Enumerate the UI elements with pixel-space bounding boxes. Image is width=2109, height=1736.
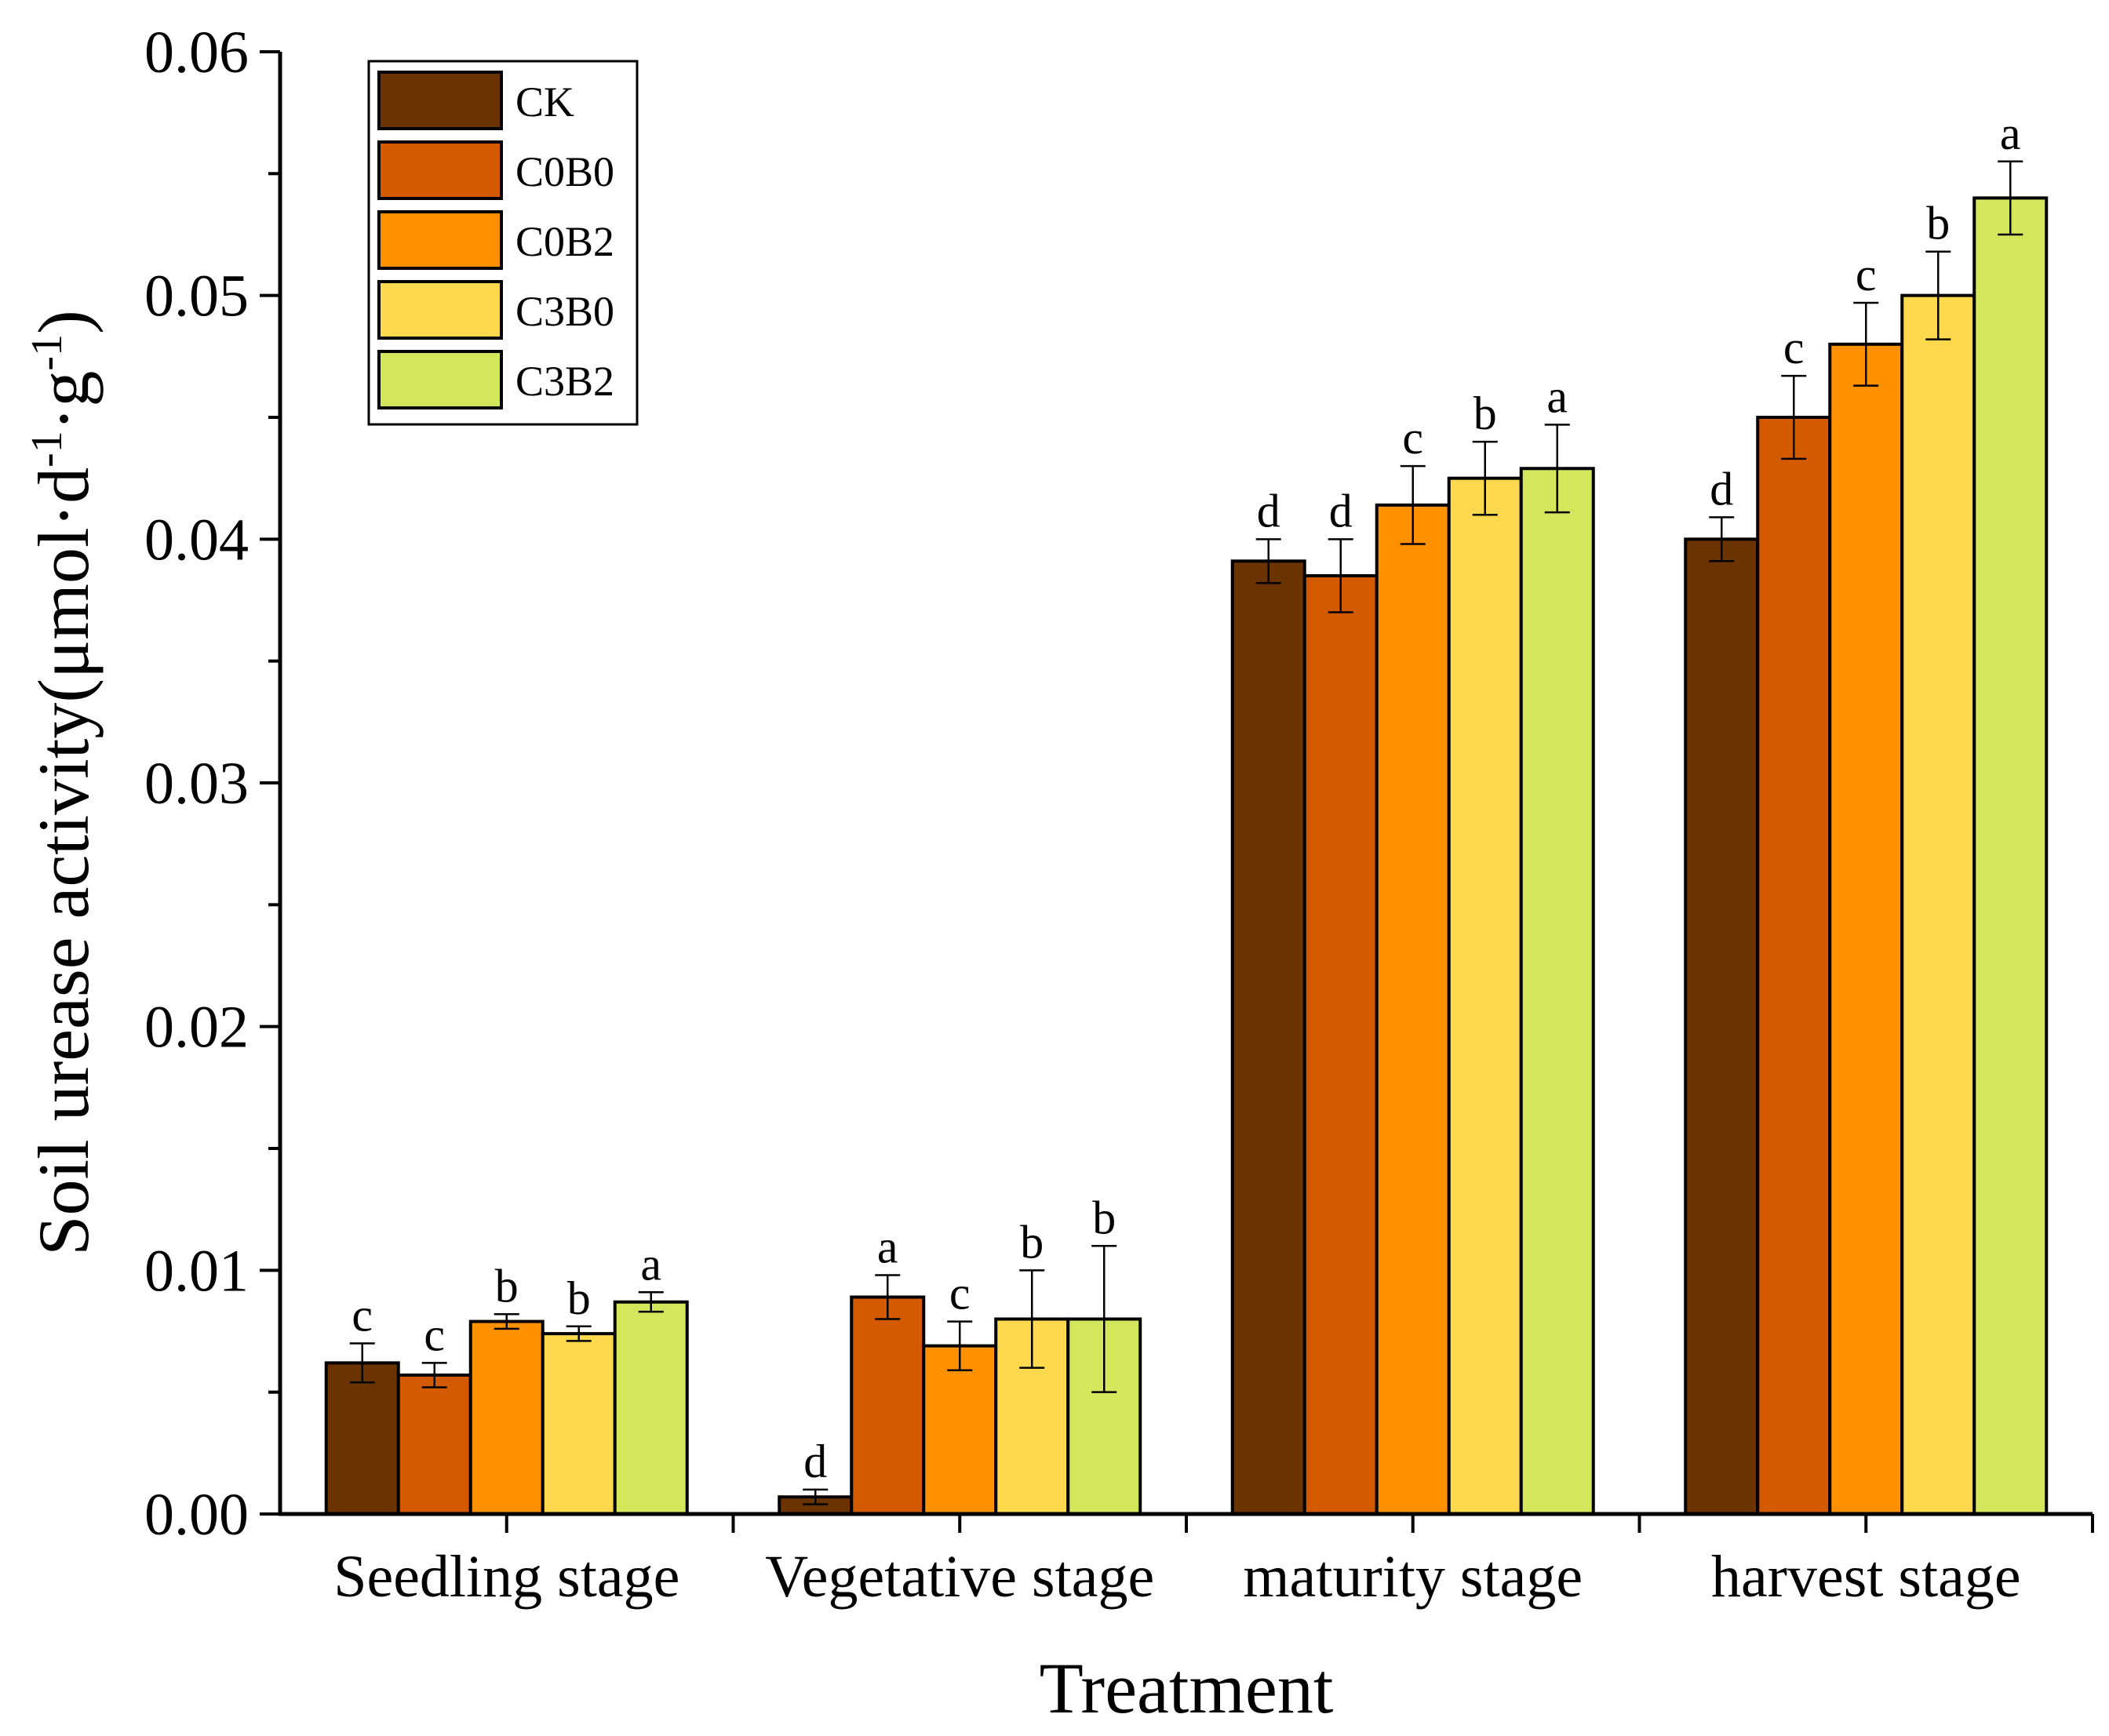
significance-label: b (1473, 388, 1497, 439)
legend-swatch (377, 210, 503, 270)
legend-swatch (377, 280, 503, 340)
legend: CK C0B0 C0B2 C3B0 C3B2 (367, 60, 639, 426)
bar (541, 1332, 617, 1516)
x-category-label: maturity stage (1243, 1544, 1583, 1610)
x-ticks-layer: Seedling stage Vegetative stage maturity s… (333, 1514, 2094, 1610)
y-tick-label: 0.04 (144, 507, 249, 573)
bar (1828, 342, 1904, 1516)
legend-swatch (377, 140, 503, 200)
significance-label: a (1546, 370, 1568, 422)
significance-label: b (567, 1272, 591, 1324)
legend-label: C0B0 (515, 148, 614, 195)
y-axis-title-sup-2: -1 (23, 334, 71, 371)
bar (1447, 476, 1523, 1516)
y-tick-label: 0.00 (144, 1482, 249, 1548)
x-axis-title: Treatment (1040, 1648, 1334, 1728)
bar (1756, 416, 1832, 1516)
y-axis-title-close: ) (24, 310, 104, 334)
legend-label: C3B2 (515, 358, 614, 405)
y-tick-label: 0.01 (144, 1238, 249, 1304)
bar (1519, 467, 1595, 1516)
y-tick-label: 0.02 (144, 995, 249, 1061)
significance-label: c (949, 1268, 971, 1319)
y-ticks-layer: 0.00 0.01 0.02 0.03 0.04 0.05 0.06 (144, 20, 280, 1548)
significance-label: d (803, 1436, 827, 1487)
significance-label: c (1856, 249, 1877, 300)
significance-label: b (1020, 1216, 1044, 1268)
significance-label: b (1092, 1192, 1116, 1243)
bar (1900, 293, 1976, 1516)
bar (850, 1295, 926, 1516)
error-bars-layer (349, 160, 2023, 1505)
significance-label: c (424, 1308, 445, 1360)
y-tick-label: 0.05 (144, 264, 249, 329)
significance-label: a (640, 1238, 661, 1290)
significance-label: d (1257, 485, 1280, 537)
y-axis-title: Soil urease activity(μmol·d-1·g-1) (23, 310, 104, 1255)
bar (396, 1373, 472, 1516)
x-category-label: Vegetative stage (765, 1544, 1154, 1610)
significance-label: d (1329, 485, 1353, 537)
y-axis-title-mid: ·g (24, 371, 104, 431)
y-tick-label: 0.03 (144, 751, 249, 817)
significance-label: c (352, 1290, 373, 1341)
y-axis-title-sup-1: -1 (23, 431, 71, 468)
bar (468, 1319, 545, 1516)
legend-label: C0B2 (515, 218, 614, 265)
x-category-label: Seedling stage (333, 1544, 679, 1610)
bar (324, 1361, 400, 1516)
y-axis-title-main: Soil urease activity(μmol·d (24, 468, 104, 1256)
bar (1375, 503, 1451, 1516)
significance-label: a (2000, 107, 2021, 159)
bar (1230, 559, 1306, 1516)
bar (1972, 196, 2049, 1516)
legend-label: CK (515, 78, 574, 126)
legend-swatch (377, 350, 503, 409)
x-category-label: harvest stage (1711, 1544, 2021, 1610)
significance-label: a (877, 1221, 898, 1273)
legend-swatch (377, 71, 503, 130)
legend-label: C3B0 (515, 288, 614, 335)
y-tick-label: 0.06 (144, 20, 249, 86)
significance-label: c (1783, 322, 1805, 373)
bar (1684, 537, 1760, 1516)
bar (613, 1300, 689, 1516)
significance-label: b (495, 1260, 519, 1312)
significance-label: b (1926, 198, 1950, 249)
significance-label: d (1710, 463, 1733, 515)
bar (1302, 573, 1379, 1516)
significance-label: c (1402, 412, 1423, 464)
